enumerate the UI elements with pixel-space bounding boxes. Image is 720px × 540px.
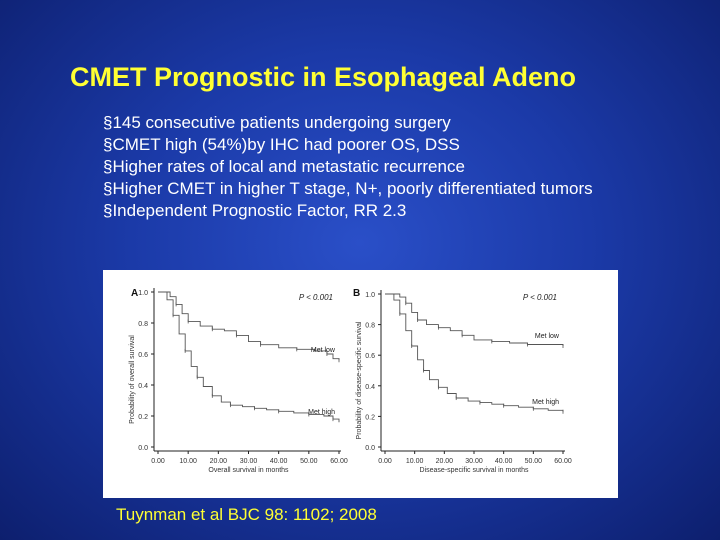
- panel-a-x-axis-label: Overall survival in months: [208, 467, 289, 474]
- panel-b-y-tick-label: 0.6: [365, 353, 375, 360]
- panel-a-series-met-high-curve: [158, 291, 340, 423]
- panel-b-series-met-low-label: Met low: [535, 333, 560, 340]
- panel-a-letter: A: [131, 288, 138, 299]
- panel-b-x-tick-label: 40.00: [495, 458, 513, 465]
- bullet-item: §Higher rates of local and metastatic re…: [103, 157, 465, 176]
- panel-a-y-tick-label: 0.4: [138, 383, 148, 390]
- panel-a-y-tick-label: 0.0: [138, 445, 148, 452]
- panel-a-x-tick-label: 0.00: [151, 458, 165, 465]
- bullet-list: §145 consecutive patients undergoing sur…: [103, 112, 663, 222]
- panel-b-x-axis-label: Disease-specific survival in months: [420, 467, 529, 474]
- panel-b-x-tick-label: 30.00: [465, 458, 483, 465]
- panel-b-series-met-high-curve: [385, 293, 564, 412]
- panel-a-x-tick-label: 60.00: [330, 458, 348, 465]
- panel-a-series-met-low-label: Met low: [311, 347, 336, 354]
- panel-a-x-tick-label: 30.00: [240, 458, 258, 465]
- panel-a-x-tick-label: 40.00: [270, 458, 288, 465]
- panel-a-y-tick-label: 1.0: [138, 290, 148, 297]
- panel-b-x-tick-label: 60.00: [554, 458, 572, 465]
- panel-b-y-tick-label: 0.4: [365, 384, 375, 391]
- survival-curves-figure: 0.0 0.2 0.4 0.6 0.8 1.0 0.00 10.00 20.00 30.00 40.…: [103, 270, 618, 498]
- panel-a-y-tick-label: 0.2: [138, 414, 148, 421]
- panel-a-x-tick-label: 20.00: [210, 458, 228, 465]
- panel-a-x-tick-label: 50.00: [300, 458, 318, 465]
- panel-a-y-axis-label: Probability of overall survival: [129, 335, 136, 424]
- panel-a-y-tick-label: 0.6: [138, 352, 148, 359]
- bullet-item: §CMET high (54%)by IHC had poorer OS, DS…: [103, 135, 460, 154]
- panel-b-x-tick-label: 20.00: [436, 458, 454, 465]
- panel-a-series-met-high-label: Met high: [308, 409, 335, 416]
- panel-b-series-met-high-label: Met high: [532, 399, 559, 406]
- bullet-item: §Independent Prognostic Factor, RR 2.3: [103, 201, 407, 220]
- panel-b-p-value: P < 0.001: [523, 293, 557, 302]
- panel-b-x-tick-label: 50.00: [525, 458, 543, 465]
- km-charts-svg: 0.0 0.2 0.4 0.6 0.8 1.0 0.00 10.00 20.00 30.00 40.…: [129, 288, 572, 474]
- panel-b-series-met-low-curve: [385, 293, 564, 346]
- panel-b-y-tick-label: 0.0: [365, 445, 375, 452]
- panel-a-y-tick-label: 0.8: [138, 321, 148, 328]
- panel-a-x-tick-label: 10.00: [179, 458, 197, 465]
- panel-b-x-tick-label: 10.00: [406, 458, 424, 465]
- panel-b-y-tick-label: 0.2: [365, 414, 375, 421]
- panel-b-y-tick-label: 0.8: [365, 323, 375, 330]
- panel-b-letter: B: [353, 288, 360, 299]
- panel-b-x-tick-label: 0.00: [378, 458, 392, 465]
- panel-b-y-tick-label: 1.0: [365, 292, 375, 299]
- citation: Tuynman et al BJC 98: 1102; 2008: [116, 505, 377, 524]
- panel-a-p-value: P < 0.001: [299, 293, 333, 302]
- bullet-item: §145 consecutive patients undergoing sur…: [103, 113, 451, 132]
- panel-b-y-axis-label: Probability of disease-specific survival: [356, 321, 363, 439]
- slide-title: CMET Prognostic in Esophageal Adeno: [70, 62, 577, 92]
- bullet-item: §Higher CMET in higher T stage, N+, poor…: [103, 179, 593, 198]
